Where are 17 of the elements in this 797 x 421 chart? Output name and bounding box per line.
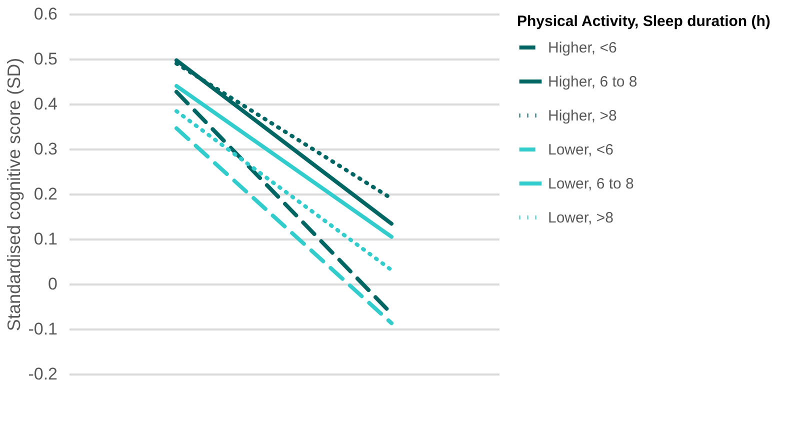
legend-label: Higher, >8	[548, 108, 617, 124]
y-tick-label: 0.4	[34, 94, 58, 114]
legend-title: Physical Activity, Sleep duration (h)	[517, 13, 770, 30]
y-tick-label: 0.5	[34, 50, 58, 68]
legend-label: Lower, >8	[548, 210, 614, 226]
y-tick-label: 0.6	[34, 4, 58, 24]
legend-label: Higher, <6	[548, 40, 617, 56]
y-tick-label: 0.3	[34, 140, 58, 158]
y-axis-title: Standardised cognitive score (SD)	[4, 58, 24, 332]
y-tick-label: -0.1	[28, 320, 58, 338]
y-tick-label: -0.2	[28, 364, 58, 384]
y-tick-label: 0.1	[34, 230, 58, 248]
legend-label: Lower, 6 to 8	[548, 176, 634, 192]
legend-label: Lower, <6	[548, 142, 614, 158]
y-tick-label: 0.2	[34, 184, 58, 204]
y-tick-label: 0	[48, 274, 58, 294]
legend-label: Higher, 6 to 8	[548, 74, 638, 90]
